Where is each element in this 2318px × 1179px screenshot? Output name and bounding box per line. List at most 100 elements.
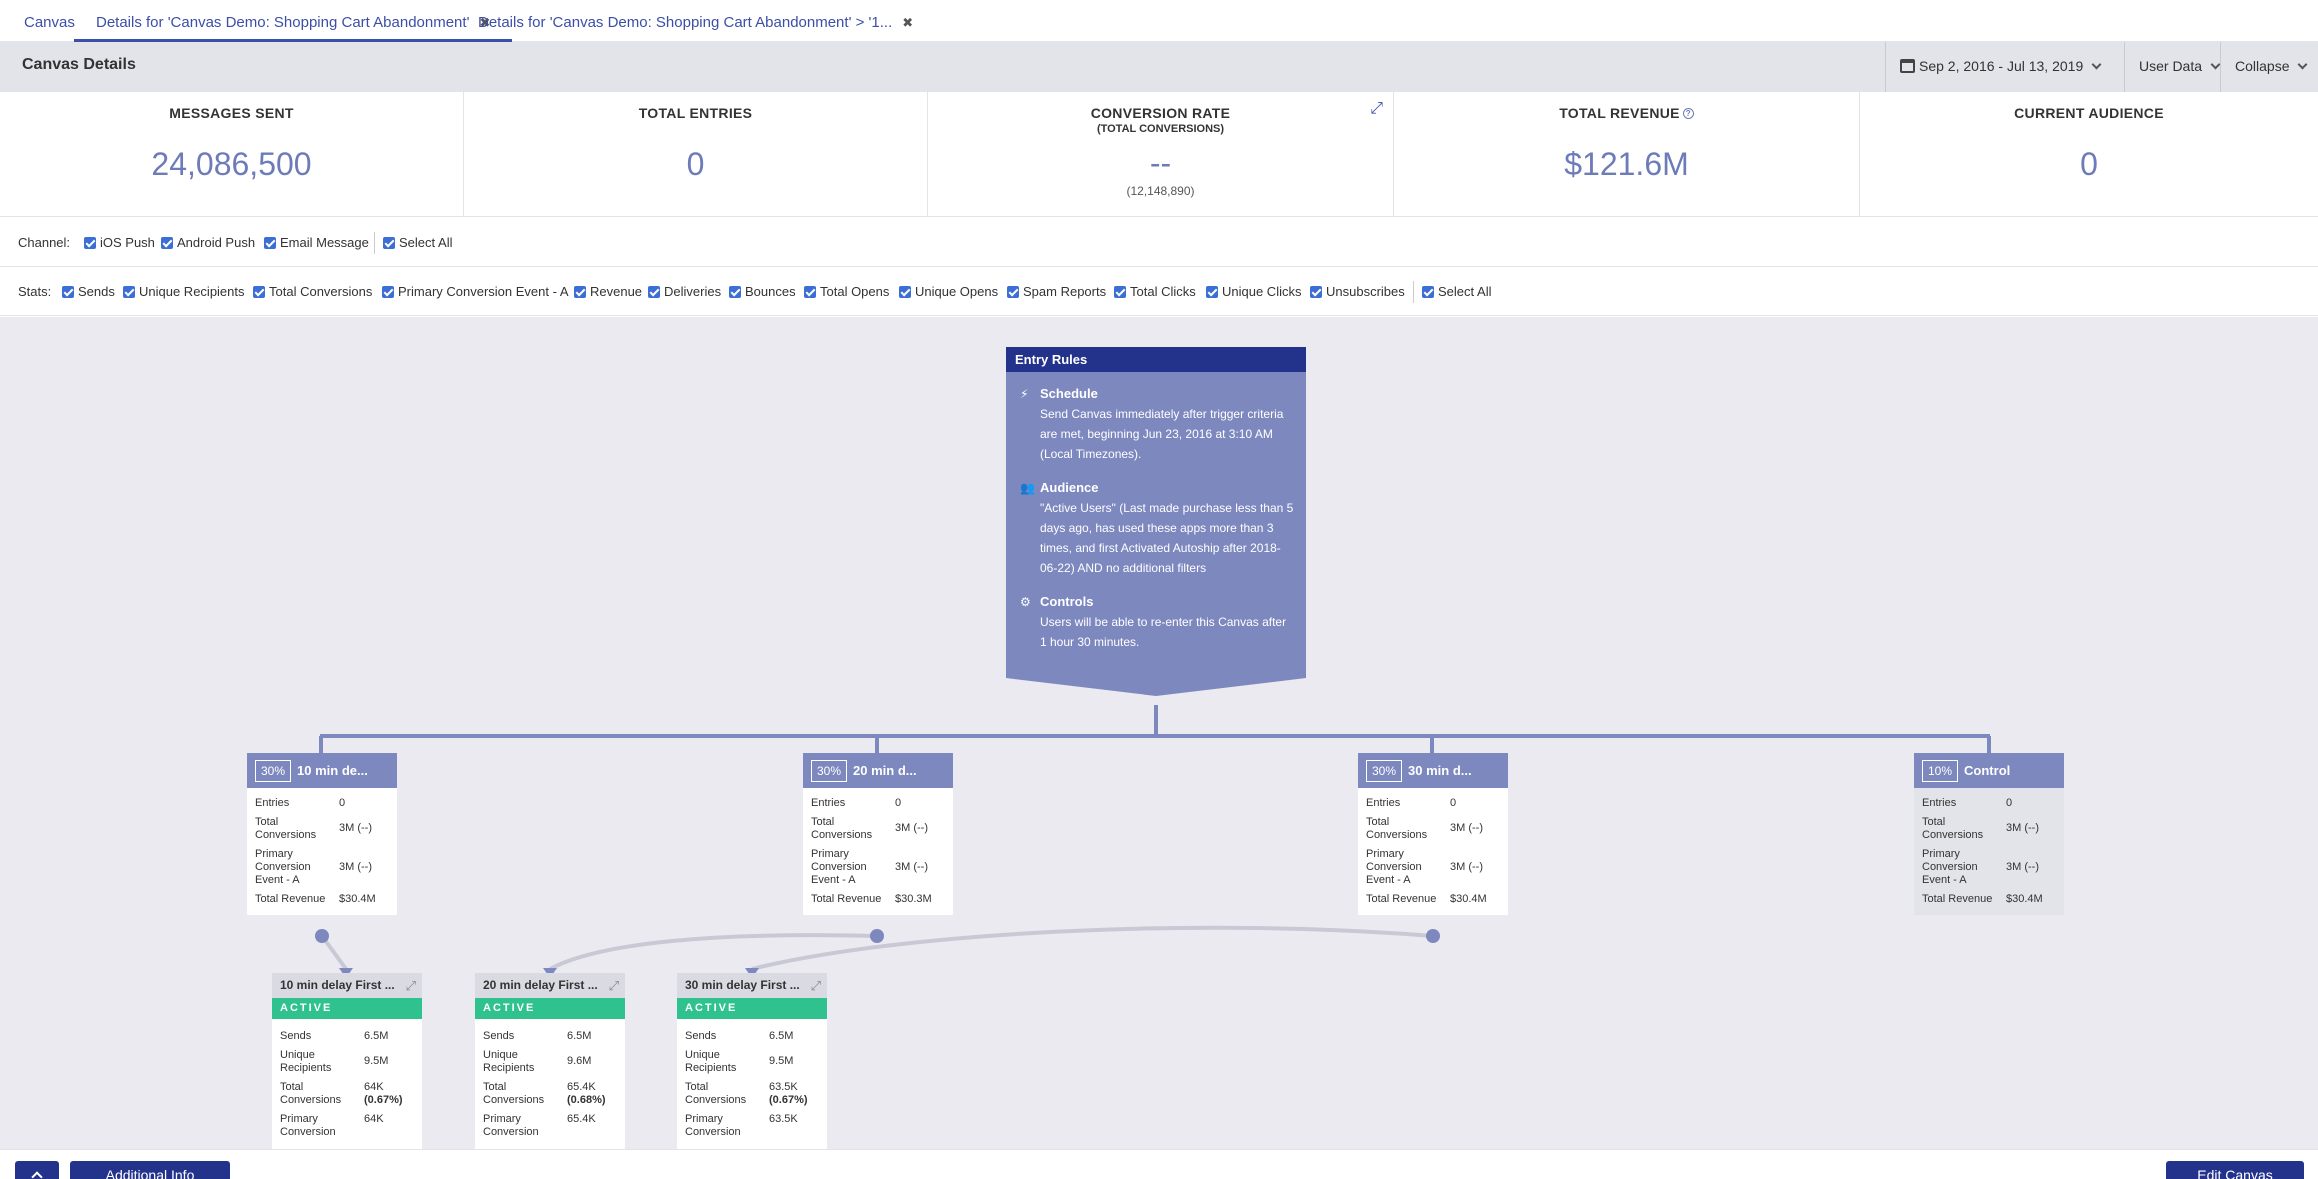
connector-dot[interactable] xyxy=(870,929,884,943)
connector-dot[interactable] xyxy=(315,929,329,943)
checkbox-unique-opens[interactable]: Unique Opens xyxy=(899,267,998,316)
checkbox-ios-push[interactable]: iOS Push xyxy=(84,218,155,267)
checkbox-icon xyxy=(804,286,816,298)
stat-row: Total Conversions 3M (--) xyxy=(811,813,945,845)
variant-stats: Entries 0 Total Conversions 3M (--) Primar… xyxy=(1358,788,1508,915)
chevron-down-icon xyxy=(2298,59,2308,70)
variant-name: 10 min de... xyxy=(297,763,368,778)
stat-row: Unique Recipients 9.5M xyxy=(280,1046,414,1078)
stat-label: CONVERSION RATE xyxy=(1090,105,1231,121)
variant-percent: 30% xyxy=(1366,760,1403,782)
checkbox-total-opens[interactable]: Total Opens xyxy=(804,267,889,316)
message-step[interactable]: 30 min delay First ... ⤢ ACTIVE Sends 6.5M… xyxy=(677,973,827,1149)
stat-key: Total Conversions xyxy=(255,816,317,841)
entry-rules-body: ⚡ Schedule Send Canvas immediately after… xyxy=(1006,372,1306,678)
checkbox-spam-reports[interactable]: Spam Reports xyxy=(1007,267,1106,316)
stat-row: Total Conversions 64K (0.67%) xyxy=(280,1078,414,1110)
checkbox-label: Unique Recipients xyxy=(139,284,245,299)
checkbox-unique-clicks[interactable]: Unique Clicks xyxy=(1206,267,1301,316)
checkbox-icon xyxy=(1422,286,1434,298)
stat-value: 0 xyxy=(339,797,346,809)
checkbox-primary-conversion[interactable]: Primary Conversion Event - A xyxy=(382,267,569,316)
user-data-dropdown[interactable]: User Data xyxy=(2124,42,2233,92)
stat-row: Primary Conversion Event - A 3M (--) xyxy=(811,845,945,890)
checkbox-icon xyxy=(123,286,135,298)
variant-name: 30 min d... xyxy=(1408,763,1472,778)
step-name: 10 min delay First ... xyxy=(280,978,395,992)
status-badge: ACTIVE xyxy=(272,998,422,1019)
checkbox-select-all-channels[interactable]: Select All xyxy=(383,218,452,267)
checkbox-label: Select All xyxy=(1438,284,1492,299)
stat-label: MESSAGES SENT xyxy=(169,105,294,121)
audience-section: 👥 Audience "Active Users" (Last made pur… xyxy=(1018,478,1294,578)
expand-icon[interactable]: ⤢ xyxy=(810,978,821,993)
stat-row: Sends 6.5M xyxy=(280,1027,414,1046)
tab-label: Canvas xyxy=(24,14,75,31)
additional-info-button[interactable]: Additional Info xyxy=(70,1161,230,1179)
channel-filter: Channel: iOS Push Android Push Email Mes… xyxy=(0,218,2318,267)
stat-key: Primary Conversion Event - A xyxy=(1922,848,1978,886)
stat-messages-sent: MESSAGES SENT 24,086,500 xyxy=(0,92,464,217)
checkbox-sends[interactable]: Sends xyxy=(62,267,115,316)
variant-branch[interactable]: 30% 20 min d... Entries 0 Total Conversion… xyxy=(803,753,953,915)
stat-row: Entries 0 xyxy=(255,794,389,813)
checkbox-unique-recipients[interactable]: Unique Recipients xyxy=(123,267,245,316)
checkbox-email-message[interactable]: Email Message xyxy=(264,218,369,267)
variant-header: 10% Control xyxy=(1914,753,2064,788)
stat-label-wrap: TOTAL REVENUE? xyxy=(1394,105,1859,121)
stats-label: Stats: xyxy=(18,284,52,299)
stat-value: $30.4M xyxy=(1450,893,1487,905)
variant-branch[interactable]: 30% 30 min d... Entries 0 Total Conversion… xyxy=(1358,753,1508,915)
checkbox-icon xyxy=(1114,286,1126,298)
collapse-dropdown[interactable]: Collapse xyxy=(2220,42,2318,92)
scroll-up-button[interactable] xyxy=(15,1161,59,1179)
checkbox-bounces[interactable]: Bounces xyxy=(729,267,796,316)
edit-canvas-button[interactable]: Edit Canvas xyxy=(2166,1161,2304,1179)
checkbox-label: Total Opens xyxy=(820,284,890,299)
checkbox-label: Select All xyxy=(399,235,453,250)
stat-row: Total Revenue $30.4M xyxy=(1922,890,2056,909)
expand-icon[interactable]: ⤢ xyxy=(608,978,619,993)
checkbox-total-clicks[interactable]: Total Clicks xyxy=(1114,267,1196,316)
stat-row: Total Conversions 3M (--) xyxy=(1366,813,1500,845)
stat-value: 3M (--) xyxy=(895,822,928,834)
variant-branch[interactable]: 30% 10 min de... Entries 0 Total Conversio… xyxy=(247,753,397,915)
help-icon[interactable]: ? xyxy=(1682,108,1694,119)
tab-bar: Canvas Details for 'Canvas Demo: Shoppin… xyxy=(0,0,2318,42)
stat-value: $121.6M xyxy=(1564,146,1689,182)
close-icon[interactable]: ✖ xyxy=(479,15,491,30)
message-step[interactable]: 10 min delay First ... ⤢ ACTIVE Sends 6.5M… xyxy=(272,973,422,1149)
stat-value: 0 xyxy=(686,146,705,182)
stat-key: Unique Recipients xyxy=(483,1049,535,1074)
close-icon[interactable]: ✖ xyxy=(902,15,914,30)
entry-rules-title: Entry Rules xyxy=(1006,347,1306,372)
checkbox-label: iOS Push xyxy=(100,235,155,250)
date-range-picker[interactable]: Sep 2, 2016 - Jul 13, 2019 xyxy=(1885,42,2114,92)
expand-icon[interactable]: ⤢ xyxy=(1370,100,1383,117)
checkbox-unsubscribes[interactable]: Unsubscribes xyxy=(1310,267,1405,316)
checkbox-total-conversions[interactable]: Total Conversions xyxy=(253,267,372,316)
tab-step-details[interactable]: Details for 'Canvas Demo: Shopping Cart … xyxy=(456,0,935,42)
checkbox-deliveries[interactable]: Deliveries xyxy=(648,267,721,316)
checkbox-icon xyxy=(1007,286,1019,298)
message-step[interactable]: 20 min delay First ... ⤢ ACTIVE Sends 6.5M… xyxy=(475,973,625,1149)
variant-header: 30% 30 min d... xyxy=(1358,753,1508,788)
stat-row: Total Revenue $30.4M xyxy=(1366,890,1500,909)
checkbox-icon xyxy=(253,286,265,298)
checkbox-android-push[interactable]: Android Push xyxy=(161,218,255,267)
stat-key: Entries xyxy=(811,797,846,809)
tab-canvas[interactable]: Canvas xyxy=(2,0,97,42)
entry-rules-card[interactable]: Entry Rules ⚡ Schedule Send Canvas immed… xyxy=(1006,347,1306,696)
stat-value: 65.4K xyxy=(567,1113,596,1125)
stat-row: Total Conversions 63.5K (0.67%) xyxy=(685,1078,819,1110)
checkbox-icon xyxy=(264,237,276,249)
connector-dot[interactable] xyxy=(1426,929,1440,943)
control-branch[interactable]: 10% Control Entries 0 Total Conversions 3M … xyxy=(1914,753,2064,915)
step-header: 20 min delay First ... ⤢ xyxy=(475,973,625,998)
checkbox-icon xyxy=(84,237,96,249)
expand-icon[interactable]: ⤢ xyxy=(405,978,416,993)
checkbox-select-all-stats[interactable]: Select All xyxy=(1422,267,1491,316)
canvas-flow[interactable]: Entry Rules ⚡ Schedule Send Canvas immed… xyxy=(0,317,2318,1149)
tab-canvas-details[interactable]: Details for 'Canvas Demo: Shopping Cart … xyxy=(74,0,513,42)
checkbox-revenue[interactable]: Revenue xyxy=(574,267,642,316)
